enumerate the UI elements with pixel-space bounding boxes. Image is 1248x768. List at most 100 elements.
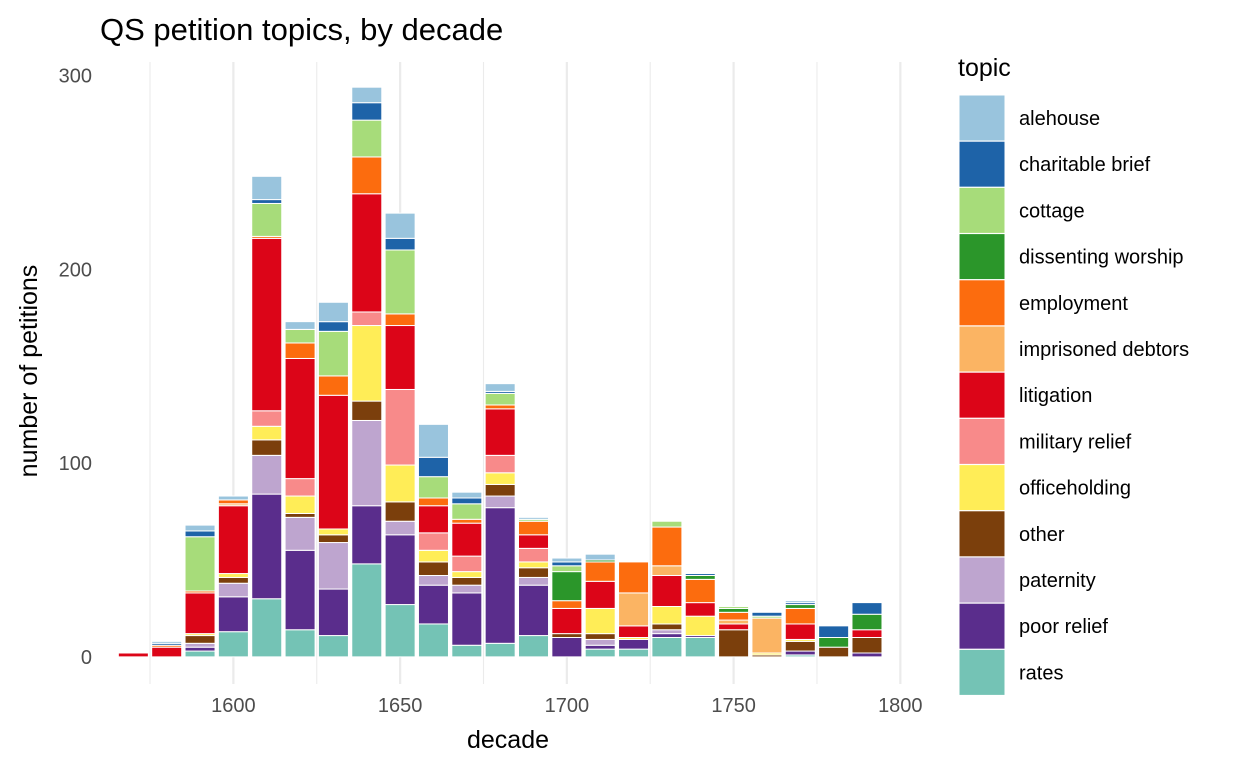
bar-segment <box>684 615 716 637</box>
bar-segment <box>518 534 550 549</box>
bar-segment <box>784 600 816 604</box>
bar-segment <box>784 623 816 640</box>
legend-swatch <box>958 140 1006 188</box>
bar-segment <box>451 522 483 557</box>
bar-segment <box>584 553 616 561</box>
bar-segment <box>484 483 516 497</box>
bar-segment <box>484 408 516 456</box>
bar-segment <box>351 193 383 313</box>
bar-segment <box>518 567 550 578</box>
bar-segment <box>384 388 416 466</box>
bar-segment <box>551 600 583 609</box>
bar-segment <box>751 617 783 654</box>
bar-segment <box>184 635 216 644</box>
legend-swatch <box>958 648 1006 696</box>
bar-segment <box>317 588 349 637</box>
legend-label: other <box>1019 524 1065 546</box>
legend-label: military relief <box>1019 431 1132 453</box>
bar-segment <box>384 249 416 315</box>
x-tick-label: 1800 <box>878 695 923 717</box>
legend-label: litigation <box>1019 385 1092 407</box>
bar-segment <box>451 491 483 499</box>
bar-segment <box>251 202 283 237</box>
bar-segment <box>317 375 349 396</box>
bar-segment <box>184 536 216 592</box>
bar-segment <box>284 512 316 518</box>
bar-segment <box>384 501 416 522</box>
bar-segment <box>417 574 449 586</box>
bar-segment <box>518 516 550 520</box>
legend-label: cottage <box>1019 200 1085 222</box>
y-tick-label: 0 <box>81 647 92 669</box>
legend-label: officeholding <box>1019 478 1131 500</box>
bar-segment <box>584 633 616 640</box>
bar-segment <box>751 611 783 617</box>
bar-segment <box>217 596 249 633</box>
bar-segment <box>217 582 249 598</box>
bar-segment <box>518 547 550 563</box>
bar-segment <box>351 505 383 565</box>
bar-segment <box>384 604 416 658</box>
bar-segment <box>384 325 416 390</box>
bar-segment <box>317 534 349 544</box>
bar-segment <box>284 516 316 551</box>
bar-segment <box>651 565 683 576</box>
bar-segment <box>317 542 349 590</box>
bar-segment <box>551 561 583 567</box>
bar-segment <box>684 602 716 617</box>
legend-label: rates <box>1019 662 1063 684</box>
bar-segment <box>584 607 616 635</box>
bar-segment <box>518 520 550 536</box>
bar-segment <box>484 507 516 644</box>
bar-segment <box>384 212 416 239</box>
bar-segment <box>851 602 883 615</box>
bar-segment <box>484 383 516 392</box>
bar-segment <box>151 646 183 658</box>
bar-segment <box>451 571 483 578</box>
bar-segment <box>417 476 449 499</box>
bar-segment <box>484 392 516 406</box>
legend-swatch <box>958 556 1006 604</box>
legend-swatch <box>958 510 1006 558</box>
bar-segment <box>684 573 716 576</box>
bar-segment <box>384 534 416 606</box>
bar-segment <box>251 425 283 441</box>
x-tick-label: 1600 <box>211 695 256 717</box>
bar-segment <box>351 86 383 104</box>
bar-segment <box>584 580 616 609</box>
bar-segment <box>551 571 583 602</box>
legend-swatch <box>958 325 1006 373</box>
bar-segment <box>851 636 883 654</box>
bar-segment <box>584 648 616 658</box>
bar-segment <box>651 520 683 528</box>
bar-segment <box>518 584 550 637</box>
bar-segment <box>718 619 750 625</box>
legend-label: paternity <box>1019 570 1096 592</box>
bar-segment <box>784 604 816 609</box>
chart-title: QS petition topics, by decade <box>100 12 503 47</box>
bar-segment <box>184 530 216 538</box>
legend-swatch <box>958 602 1006 650</box>
bar-segment <box>551 557 583 563</box>
bar-segment <box>618 592 650 627</box>
bar-segment <box>351 325 383 402</box>
bar-segment <box>384 464 416 503</box>
bar-segment <box>417 549 449 563</box>
bar-segment <box>451 555 483 573</box>
bar-segment <box>484 404 516 410</box>
bar-segment <box>551 636 583 658</box>
bar-segment <box>284 321 316 330</box>
bar-segment <box>484 472 516 485</box>
bar-segment <box>417 532 449 551</box>
bar-segment <box>851 629 883 638</box>
bar-segment <box>451 497 483 505</box>
bar-segment <box>384 237 416 251</box>
bar-segment <box>851 652 883 658</box>
y-tick-label: 300 <box>59 66 92 88</box>
bar-segment <box>217 631 249 658</box>
bar-segment <box>117 652 149 658</box>
bar-segment <box>784 650 816 656</box>
bar-segment <box>184 646 216 652</box>
bar-segment <box>417 623 449 658</box>
